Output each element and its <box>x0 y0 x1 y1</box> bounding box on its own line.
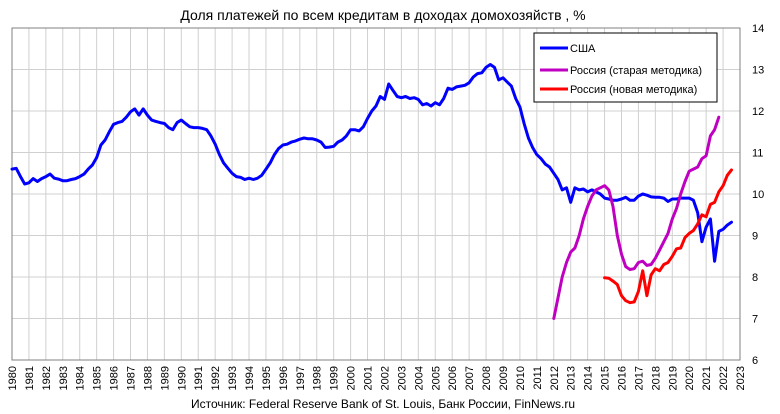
y-tick-label: 8 <box>752 272 758 284</box>
x-tick-label: 1992 <box>210 366 222 390</box>
x-tick-label: 1994 <box>244 366 256 390</box>
x-axis-ticks: 1980 1981 1982 1983 1984 1985 1986 1987 1988 1989… <box>7 366 747 390</box>
x-tick-label: 2006 <box>447 366 459 390</box>
x-tick-label: 1999 <box>329 366 341 390</box>
x-tick-label: 1995 <box>261 366 273 390</box>
legend-label-usa: США <box>570 43 596 55</box>
x-tick-label: 2007 <box>464 366 476 390</box>
x-tick-label: 1991 <box>193 366 205 390</box>
x-tick-label: 2022 <box>718 366 730 390</box>
x-tick-label: 2014 <box>583 366 595 390</box>
series-line-2 <box>603 168 733 305</box>
x-tick-label: 1982 <box>41 366 53 390</box>
y-tick-label: 9 <box>752 231 758 243</box>
series-line-1 <box>552 115 721 320</box>
x-tick-label: 2013 <box>566 366 578 390</box>
x-tick-label: 2010 <box>515 366 527 390</box>
x-tick-label: 2020 <box>684 366 696 390</box>
y-tick-label: 11 <box>752 148 763 160</box>
x-tick-label: 2012 <box>549 366 561 390</box>
grid <box>11 27 741 361</box>
x-tick-label: 1997 <box>295 366 307 390</box>
x-tick-label: 1989 <box>159 366 171 390</box>
y-tick-label: 12 <box>752 106 764 118</box>
x-tick-label: 1987 <box>126 366 138 390</box>
x-tick-label: 1981 <box>24 366 36 390</box>
x-tick-label: 2001 <box>363 366 375 390</box>
legend-label-russia-old: Россия (старая методика) <box>570 65 702 77</box>
x-tick-label: 2004 <box>413 366 425 390</box>
y-tick-label: 10 <box>752 189 764 201</box>
legend: США Россия (старая методика) Россия (нов… <box>533 32 718 103</box>
legend-label-russia-new: Россия (новая методика) <box>570 84 697 96</box>
x-tick-label: 2005 <box>430 366 442 390</box>
y-axis-ticks: 6 7 8 9 10 11 12 13 14 <box>752 23 764 367</box>
x-tick-label: 1980 <box>7 366 19 390</box>
x-tick-label: 2015 <box>600 366 612 390</box>
x-tick-label: 1998 <box>312 366 324 390</box>
x-tick-label: 2008 <box>481 366 493 390</box>
y-tick-label: 14 <box>752 23 764 35</box>
x-tick-label: 1983 <box>58 366 70 390</box>
x-tick-label: 2003 <box>396 366 408 390</box>
x-tick-label: 2009 <box>498 366 510 390</box>
x-tick-label: 2011 <box>532 366 544 390</box>
x-tick-label: 2002 <box>379 366 391 390</box>
x-tick-label: 1990 <box>176 366 188 390</box>
x-tick-label: 2019 <box>667 366 679 390</box>
x-tick-label: 2021 <box>701 366 713 390</box>
plot-frame <box>11 27 741 361</box>
x-tick-label: 2023 <box>735 366 747 390</box>
x-tick-label: 2018 <box>650 366 662 390</box>
y-tick-label: 7 <box>752 314 758 326</box>
x-tick-label: 2017 <box>633 366 645 390</box>
source-note: Источник: Federal Reserve Bank of St. Lo… <box>191 397 575 411</box>
x-tick-label: 2000 <box>346 366 358 390</box>
chart-title: Доля платежей по всем кредитам в доходах… <box>180 7 585 23</box>
x-tick-label: 1984 <box>75 366 87 390</box>
x-tick-label: 1996 <box>278 366 290 390</box>
x-tick-label: 2016 <box>616 366 628 390</box>
x-tick-label: 1988 <box>142 366 154 390</box>
y-tick-label: 6 <box>752 355 758 367</box>
x-tick-label: 1993 <box>227 366 239 390</box>
series-lines <box>10 63 733 320</box>
x-tick-label: 1986 <box>109 366 121 390</box>
x-tick-label: 1985 <box>92 366 104 390</box>
y-tick-label: 13 <box>752 65 764 77</box>
